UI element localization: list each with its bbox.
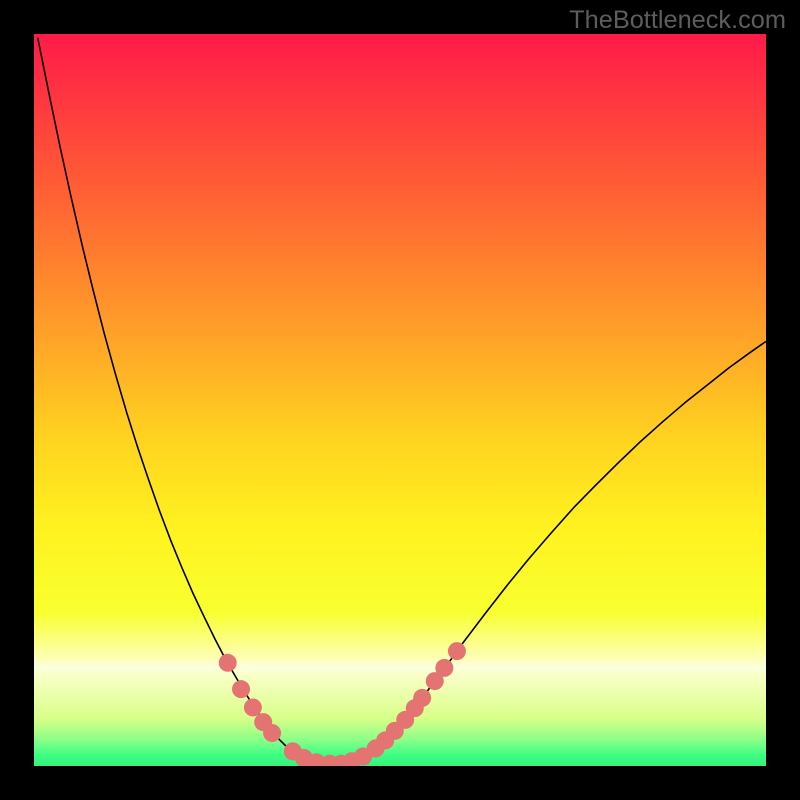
- data-marker: [435, 659, 453, 677]
- chart-frame: TheBottleneck.com: [0, 0, 800, 800]
- bottleneck-curve: [38, 38, 766, 765]
- data-marker: [219, 654, 237, 672]
- data-marker: [263, 724, 281, 742]
- data-marker: [244, 698, 262, 716]
- data-marker: [232, 680, 250, 698]
- data-marker: [448, 642, 466, 660]
- curve-layer: [34, 34, 766, 766]
- watermark-text: TheBottleneck.com: [569, 6, 786, 35]
- plot-area: [34, 34, 766, 766]
- data-marker: [413, 689, 431, 707]
